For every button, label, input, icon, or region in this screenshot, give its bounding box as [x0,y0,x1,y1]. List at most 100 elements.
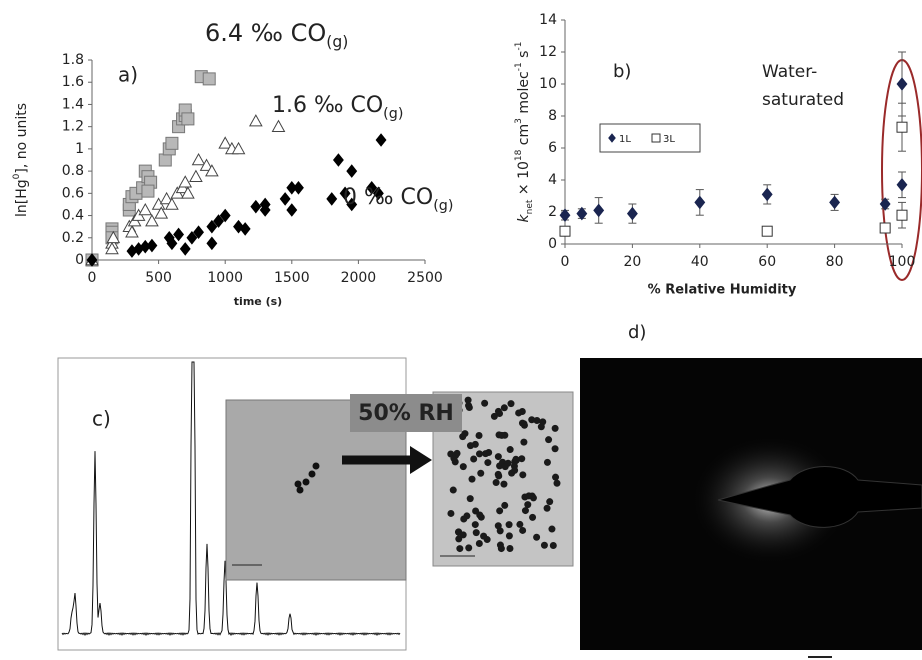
marker [896,121,908,133]
marker [166,236,178,251]
particle [553,479,561,487]
y-tick-label: 0.2 [62,230,84,246]
marker [165,136,179,150]
marker [233,219,244,234]
marker [761,225,773,237]
particle [525,492,533,500]
marker [146,238,158,253]
marker [158,153,172,167]
particle [302,478,310,486]
y-axis-label-part: 3 [514,118,524,124]
marker [286,203,298,217]
y-tick-label: 0.8 [62,163,84,179]
particle [520,438,528,446]
marker [332,153,344,167]
marker [559,225,571,237]
particle [546,498,554,506]
marker [250,199,262,214]
marker [181,112,195,126]
marker [259,203,271,217]
y-axis-label-part: s [516,51,532,63]
x-tick-label: 80 [826,254,844,270]
spectrum [61,361,401,637]
marker [829,195,841,210]
particle [472,529,480,537]
marker [199,158,214,171]
particle [528,416,536,424]
particle [480,532,488,540]
marker [106,230,121,244]
marker [626,206,638,221]
marker [125,225,139,238]
arrow-head [410,446,432,474]
particle [465,402,473,410]
particle [459,463,467,471]
y-axis-label-part: 0 [12,173,22,179]
particle [506,544,514,552]
particle [520,421,528,429]
marker [181,186,195,199]
y-tick-label: 10 [539,76,557,92]
y-axis-label-part: ], no units [14,103,30,174]
series-label-part: (g) [433,198,453,214]
particle [505,532,513,540]
marker [879,197,891,211]
particle [494,407,502,415]
particle [543,458,551,466]
particle [506,446,514,454]
y-tick-label: 12 [539,44,557,60]
particle [519,471,527,479]
y-tick-label: 0.6 [62,185,84,201]
particle [296,486,304,494]
marker [206,236,218,251]
particle [455,535,463,543]
panel-label: a) [118,63,138,87]
spectrum-line [61,361,401,637]
particle [475,432,483,440]
marker [346,197,358,212]
particle [461,430,469,438]
y-axis-label: knet × 1018 cm3 molec-1 s-1 [514,42,535,223]
legend-label: 3L [663,134,675,145]
particle [518,455,526,463]
marker [218,136,233,149]
marker [694,195,706,210]
particle [496,507,504,515]
panel-label: b) [613,61,631,82]
x-tick-label: 0 [88,270,97,286]
y-axis-label-part: -1 [514,42,524,51]
marker [375,133,387,147]
marker [202,72,216,86]
marker [231,141,246,155]
marker [138,202,153,216]
marker [186,230,198,245]
marker [219,208,231,223]
y-tick-label: 1.2 [62,119,84,135]
particle [500,480,508,488]
annotation: saturated [762,90,844,110]
legend-label: 1L [619,134,631,145]
panel-label: c) [92,407,111,431]
marker [346,164,358,178]
particle [450,454,458,462]
particle [481,399,489,407]
series-label-part: (g) [383,106,403,122]
particle [490,412,498,420]
series-label-part: 6.4 ‰ CO [205,19,326,47]
particle [475,539,483,547]
marker [576,206,588,221]
marker [339,186,351,201]
x-tick-label: 100 [889,254,916,270]
y-axis-label-part: -1 [514,62,524,71]
marker [178,175,193,188]
marker [271,119,286,132]
x-axis-label: % Relative Humidity [648,283,797,298]
particle [477,469,485,477]
marker [205,164,219,177]
particle [312,462,320,470]
marker [145,214,159,227]
marker [248,114,263,127]
particle [472,507,480,515]
marker [165,197,179,210]
particle [543,504,551,512]
